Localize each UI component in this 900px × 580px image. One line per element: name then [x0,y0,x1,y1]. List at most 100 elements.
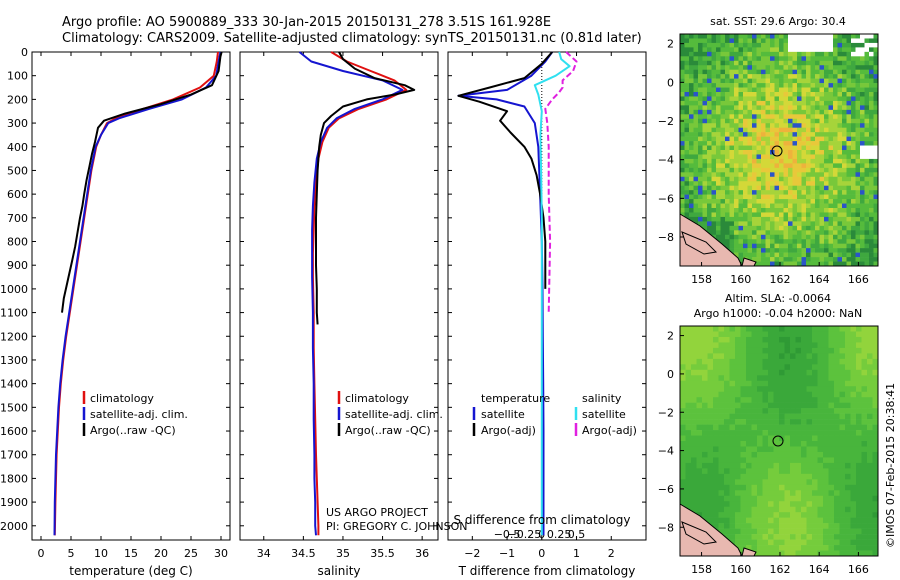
map-cell [752,56,757,62]
map-cell [746,468,752,475]
map-cell [738,252,744,258]
map-cell [751,523,758,529]
map-cell [684,96,690,102]
map-cell [768,424,774,431]
map-cell [765,221,771,227]
map-cell [856,435,862,442]
legend-label-satellite: satellite-adj. clim. [345,408,443,421]
map-cell [860,51,865,57]
map-cell [833,261,838,267]
map-cell [740,506,747,513]
map-cell [729,141,735,146]
map-cell [752,114,757,120]
map-cell [752,163,757,169]
x-tick-label: 1 [573,547,580,560]
map-cell [773,495,780,502]
map-cell [864,51,870,57]
map-cell [752,248,757,253]
map-cell [801,517,807,524]
map-cell [751,342,758,349]
map-cell [774,47,780,53]
map-cell [833,78,838,84]
map-cell [846,181,852,186]
map-cell [707,484,714,491]
map-cell [779,38,784,44]
map-cell [774,154,780,160]
map-cell [837,154,843,160]
map-cell [761,230,766,236]
map-cell [716,38,721,44]
map-cell [734,248,739,253]
map-cell [833,181,838,186]
map-cell [724,528,730,535]
map-cell [698,194,703,200]
map-cell [855,34,861,39]
map-cell [867,501,873,508]
map-cell [837,47,843,53]
map-cell [747,78,753,84]
map-cell [757,364,763,371]
map-cell [815,47,820,53]
map-cell [693,87,699,93]
map-cell [711,69,717,75]
map-cell [702,512,708,518]
map-cell [823,539,829,546]
map-cell [790,517,796,524]
map-cell [834,473,840,480]
map-cell [856,441,862,447]
map-cell [810,203,816,209]
map-cell [872,490,879,497]
map-cell [779,203,784,209]
map-cell [774,190,780,195]
map-cell [833,118,838,124]
map-cell [746,413,752,420]
map-cell [860,38,865,44]
map-cell [691,441,697,447]
map-cell [762,397,769,403]
map-cell [718,386,725,393]
map-cell [867,457,873,464]
map-cell [872,408,879,414]
map-cell [765,167,771,173]
map-cell [823,501,829,508]
map-cell [839,550,846,557]
map-cell [833,136,838,142]
map-cell [696,490,703,497]
map-cell [698,123,703,128]
map-cell [788,248,793,253]
map-cell [801,435,807,442]
map-cell [783,100,789,106]
map-cell [850,523,857,529]
map-cell [743,114,748,120]
map-cell [846,172,852,178]
map-cell [743,69,748,75]
map-cell [869,239,874,244]
map-cell [842,154,847,160]
map-cell [729,336,736,343]
map-cell [869,51,874,57]
map-cell [770,38,775,44]
map-cell [797,230,802,236]
map-cell [711,114,717,120]
map-cell [689,38,694,44]
map-cell [693,65,699,70]
map-cell [685,408,692,414]
map-cell [850,550,857,557]
map-x-tick-label: 162 [769,273,790,286]
map-cell [702,105,708,111]
map-cell [819,100,825,106]
map-cell [743,154,748,160]
map-cell [693,185,699,191]
map-cell [867,446,873,453]
map-cell [693,190,699,195]
map-cell [773,408,780,414]
map-cell [779,369,785,376]
map-cell [770,42,775,48]
map-cell [685,347,692,354]
map-cell [718,495,725,502]
map-cell [716,185,721,191]
map-cell [810,163,816,169]
depth-tick-label: 1300 [0,354,28,367]
map-cell [819,261,825,267]
map-cell [851,145,856,151]
